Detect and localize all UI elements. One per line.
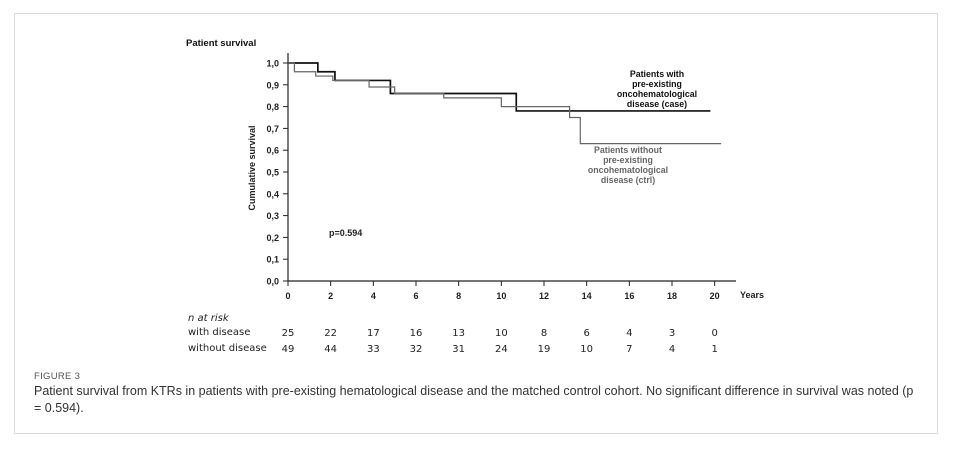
x-tick-label: 16: [624, 291, 634, 301]
x-tick-label: 0: [285, 291, 290, 301]
x-tick-label: 10: [496, 291, 506, 301]
x-tick-label: 14: [582, 291, 592, 301]
y-tick-label: 1,0: [266, 59, 279, 69]
risk-value-with: 3: [669, 328, 675, 339]
y-tick-label: 0,2: [266, 233, 279, 243]
x-tick-label: 8: [456, 291, 461, 301]
risk-value-without: 7: [626, 344, 632, 355]
risk-value-with: 4: [626, 328, 632, 339]
series-label-case: oncohematological: [617, 89, 697, 99]
x-tick-label: 12: [539, 291, 549, 301]
risk-row-label-with: with disease: [188, 327, 251, 338]
risk-value-with: 13: [452, 328, 465, 339]
x-tick-label: 20: [710, 291, 720, 301]
risk-table-values: 25 22 17 16 13 10 8 6 4 3 0 49 44 33 32 31 24 19 10 7 4 1: [282, 328, 718, 355]
y-tick-label: 0,4: [266, 189, 279, 199]
y-axis-title: Cumulative survival: [247, 125, 257, 210]
y-axis: 0,0 0,1 0,2 0,3 0,4 0,5 0,6 0,7 0,8 0,9 1,0: [266, 53, 289, 287]
figure-card: [14, 13, 938, 434]
risk-value-without: 33: [367, 344, 380, 355]
x-axis-title: Years: [740, 290, 764, 300]
series-label-case: Patients with: [630, 69, 684, 79]
risk-value-without: 31: [452, 344, 465, 355]
x-tick-label: 6: [413, 291, 418, 301]
y-tick-label: 0,6: [266, 146, 279, 156]
series-label-ctrl: oncohematological: [588, 165, 668, 175]
risk-value-without: 32: [410, 344, 423, 355]
chart-title: Patient survival: [186, 38, 256, 49]
series-label-ctrl: disease (ctrl): [601, 175, 655, 185]
x-tick-label: 4: [371, 291, 376, 301]
x-tick-label: 2: [328, 291, 333, 301]
risk-table-header: n at risk: [188, 313, 229, 324]
x-axis: 0 2 4 6 8 10 12 14 16 18 20: [285, 280, 736, 301]
series-lines: [288, 62, 722, 145]
risk-value-with: 16: [410, 328, 423, 339]
risk-value-without: 49: [282, 344, 295, 355]
risk-value-without: 10: [580, 344, 593, 355]
risk-value-with: 8: [541, 328, 547, 339]
series-label-ctrl: pre-existing: [603, 155, 653, 165]
y-tick-label: 0,7: [266, 124, 279, 134]
y-tick-label: 0,3: [266, 211, 279, 221]
y-tick-label: 0,5: [266, 168, 279, 178]
y-tick-label: 0,0: [266, 277, 279, 287]
chart-labels: Years Cumulative survival Patient survival…: [186, 38, 764, 300]
figure-label: FIGURE 3: [34, 371, 81, 382]
risk-value-with: 6: [583, 328, 589, 339]
p-value-annotation: p=0.594: [329, 228, 362, 238]
x-tick-label: 18: [667, 291, 677, 301]
risk-value-without: 1: [711, 344, 717, 355]
risk-value-without: 44: [324, 344, 337, 355]
risk-value-without: 24: [495, 344, 508, 355]
risk-value-with: 25: [282, 328, 295, 339]
risk-value-without: 19: [538, 344, 551, 355]
series-label-case: disease (case): [627, 99, 687, 109]
series-line-ctrl: [288, 62, 722, 145]
risk-value-with: 10: [495, 328, 508, 339]
y-tick-label: 0,1: [266, 255, 279, 265]
figure-caption: Patient survival from KTRs in patients w…: [34, 384, 914, 415]
series-label-ctrl: Patients without: [594, 145, 662, 155]
risk-value-without: 4: [669, 344, 675, 355]
risk-value-with: 0: [711, 328, 717, 339]
risk-value-with: 17: [367, 328, 380, 339]
y-tick-label: 0,8: [266, 102, 279, 112]
risk-row-label-without: without disease: [188, 343, 267, 354]
y-tick-label: 0,9: [266, 80, 279, 90]
series-label-case: pre-existing: [632, 79, 682, 89]
risk-value-with: 22: [324, 328, 337, 339]
